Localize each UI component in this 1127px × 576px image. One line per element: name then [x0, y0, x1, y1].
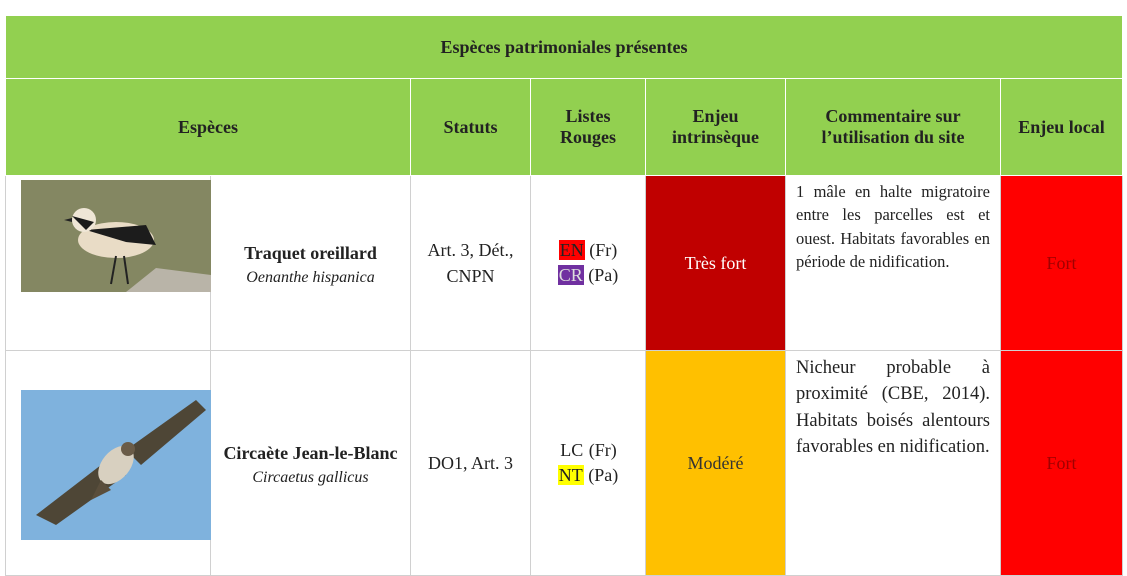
header: Listes Rouges — [531, 79, 646, 176]
header: Espèces — [6, 79, 411, 176]
header: Enjeu local — [1001, 79, 1123, 176]
common-name: Circaète Jean-le-Blanc — [219, 440, 402, 467]
status: DO1, Art. 3 — [411, 351, 531, 576]
red-lists: EN (Fr) CR (Pa) — [531, 176, 646, 351]
species-table: Espèces patrimoniales présentes Espèces … — [5, 15, 1123, 576]
header: Enjeu intrinsèque — [646, 79, 786, 176]
red-lists: LC (Fr) NT (Pa) — [531, 351, 646, 576]
table-title: Espèces patrimoniales présentes — [6, 16, 1123, 79]
red-list-code: LC — [559, 440, 584, 460]
common-name: Traquet oreillard — [219, 240, 402, 267]
local-stake: Fort — [1001, 351, 1123, 576]
photo-cell — [6, 351, 211, 576]
comment: Nicheur probable à proximité (CBE, 2014)… — [786, 351, 1001, 576]
intrinsic-stake: Modéré — [646, 351, 786, 576]
intrinsic-stake: Très fort — [646, 176, 786, 351]
red-list-code: EN — [559, 240, 585, 260]
red-list-region: (Fr) — [589, 240, 617, 260]
header: Commentaire sur l’utilisation du site — [786, 79, 1001, 176]
page: Espèces patrimoniales présentes Espèces … — [0, 0, 1127, 560]
photo-cell — [6, 176, 211, 351]
red-list-region: (Pa) — [588, 465, 618, 485]
bird-photo — [6, 180, 211, 346]
latin-name: Circaetus gallicus — [219, 469, 402, 487]
red-list-code: CR — [558, 265, 584, 285]
header: Statuts — [411, 79, 531, 176]
latin-name: Oenanthe hispanica — [219, 269, 402, 287]
local-stake: Fort — [1001, 176, 1123, 351]
status: Art. 3, Dét., CNPN — [411, 176, 531, 351]
red-list-code: NT — [558, 465, 584, 485]
comment: 1 mâle en halte migratoire entre les par… — [786, 176, 1001, 351]
red-list-region: (Fr) — [589, 440, 617, 460]
bird-photo — [6, 355, 211, 571]
red-list-region: (Pa) — [588, 265, 618, 285]
